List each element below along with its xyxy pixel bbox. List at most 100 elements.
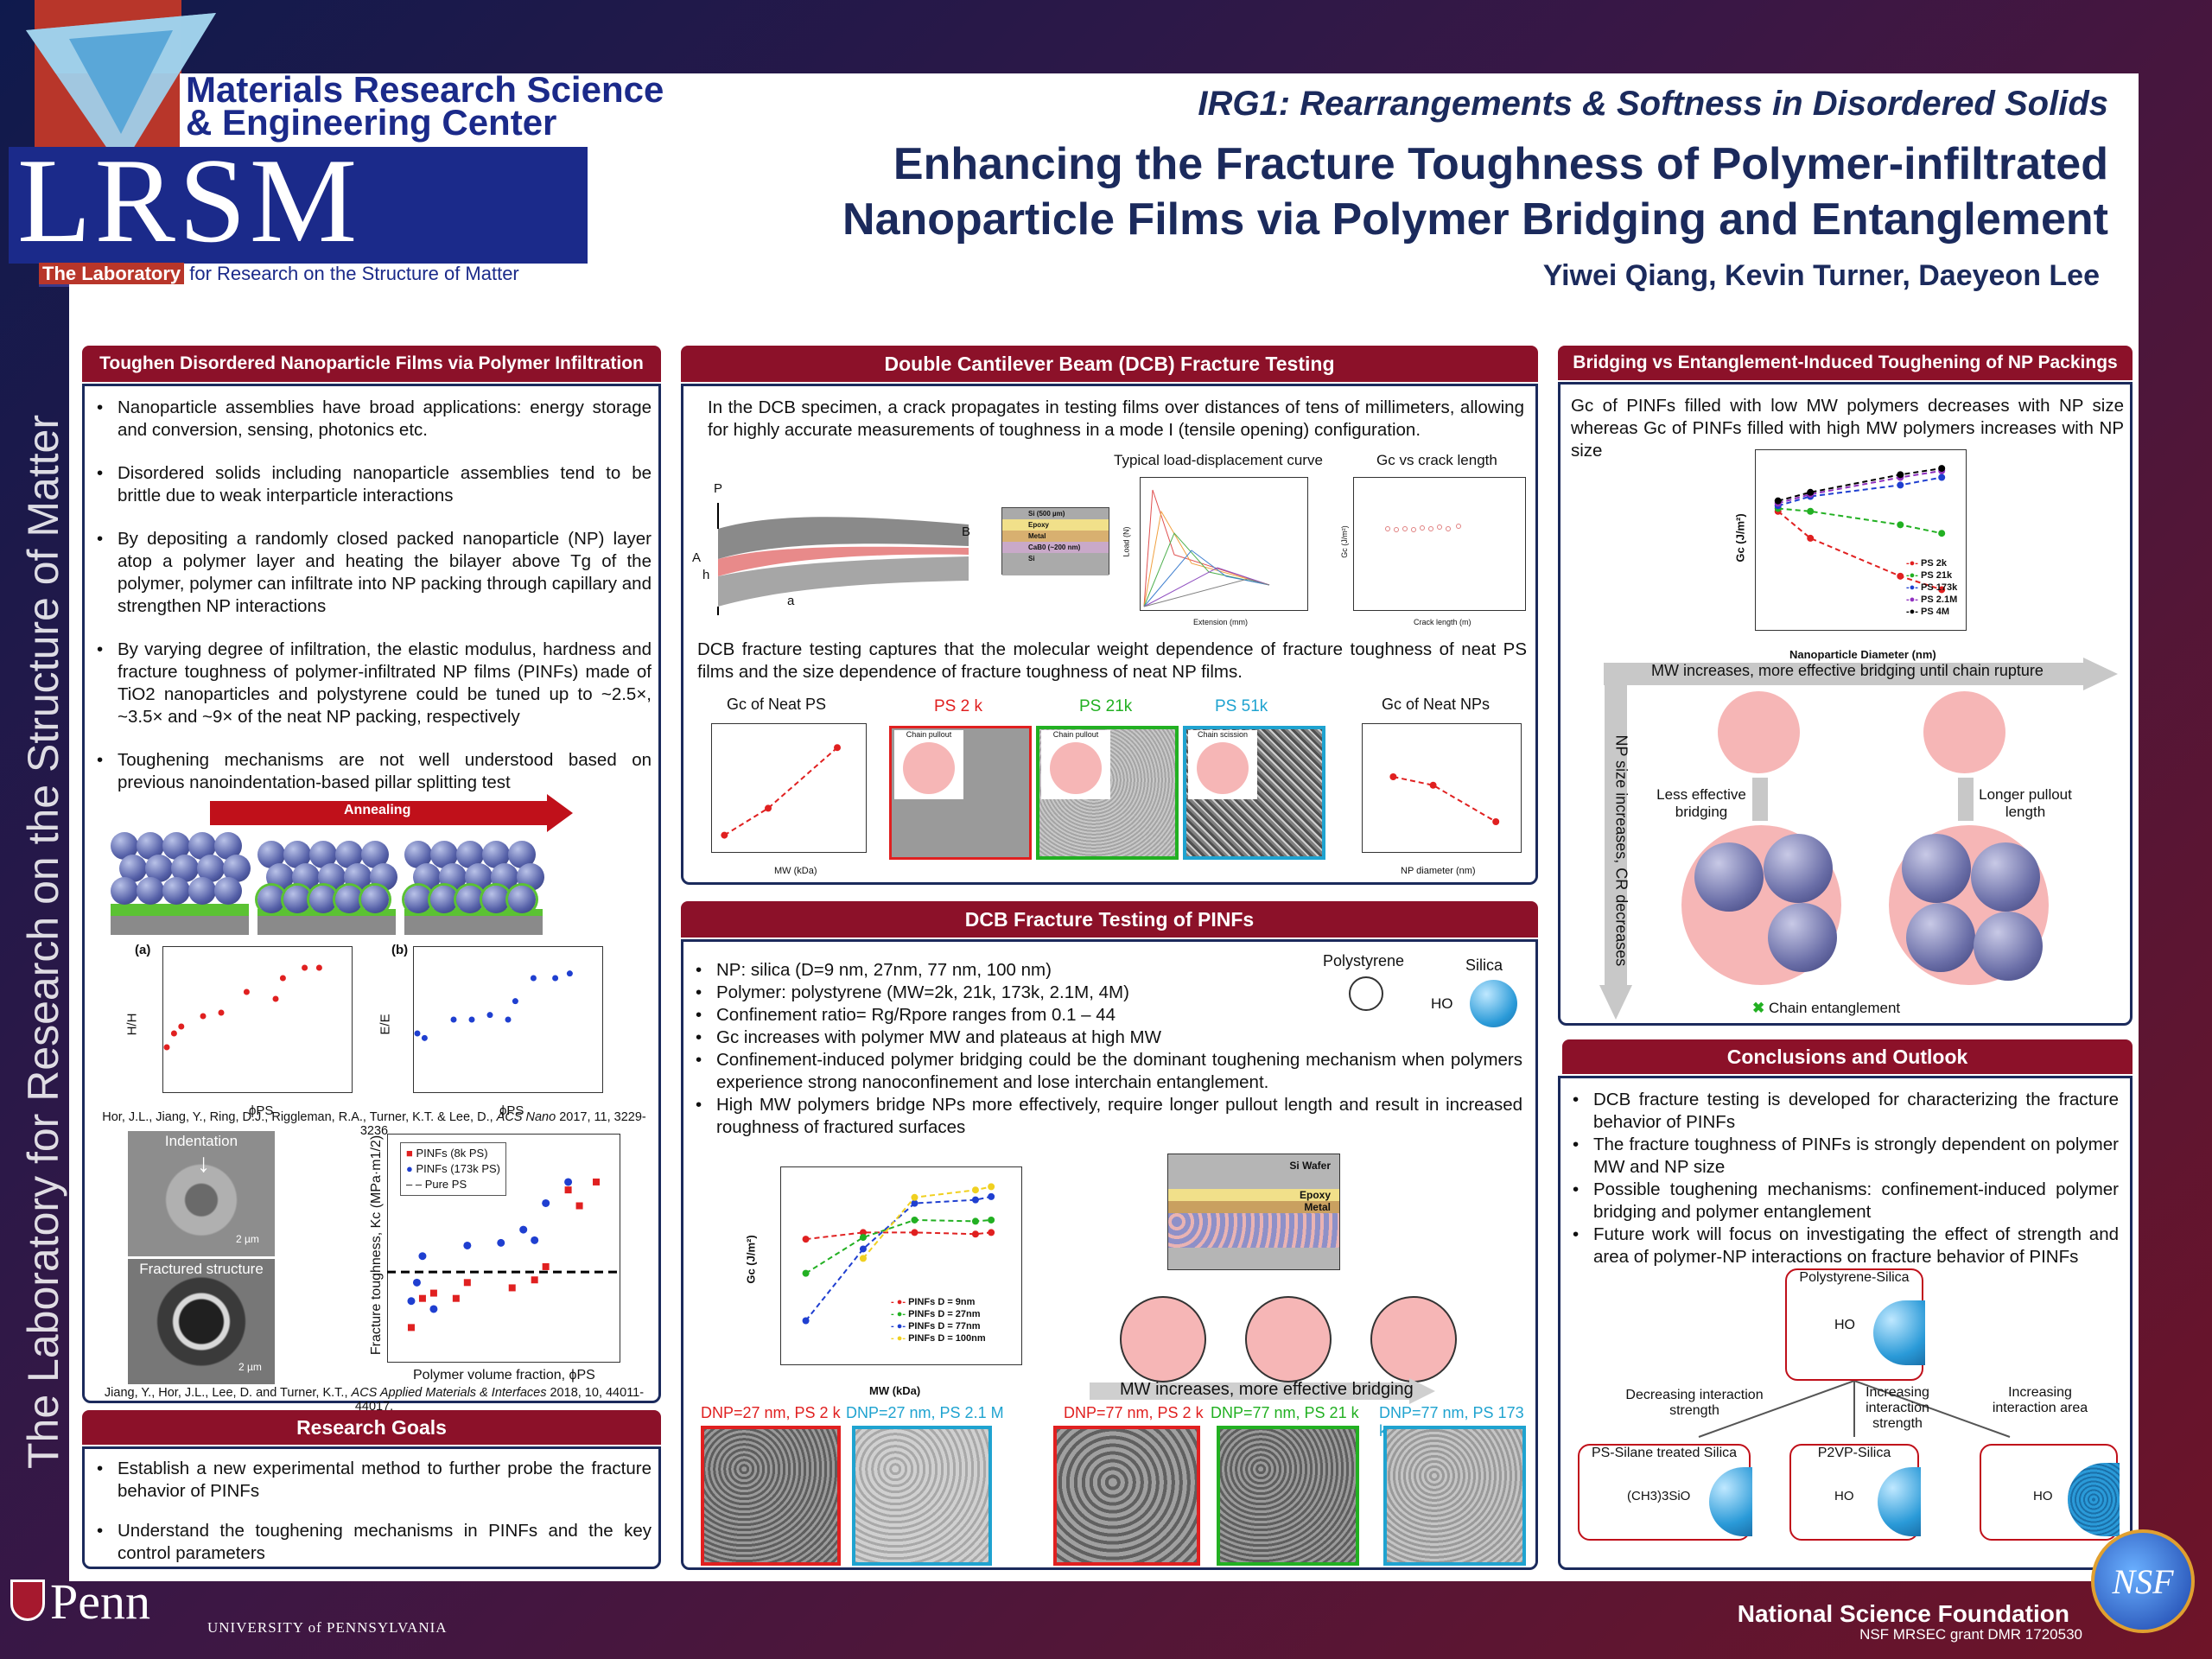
sem-label-1: DNP=27 nm, PS 2 k	[701, 1404, 841, 1421]
nsf-label: National Science Foundation	[1737, 1600, 2069, 1627]
np-ball	[1694, 842, 1764, 912]
bridging-circle-2	[1245, 1296, 1332, 1382]
polymer-layer	[111, 904, 249, 916]
np-legend-item-label: PS 2.1M	[1921, 594, 1958, 605]
nanoparticle	[430, 886, 458, 913]
np-ball	[1768, 903, 1837, 972]
ps-silica-label: Polystyrene-Silica	[1799, 1270, 1910, 1285]
nanoparticle	[214, 877, 242, 905]
nsf-logo-text: NSF	[2112, 1561, 2174, 1601]
np-size-xlabel: Nanoparticle Diameter (nm)	[1789, 648, 1936, 661]
np-series-2-line	[1777, 476, 1942, 507]
nanoparticle	[137, 877, 164, 905]
np-series-1-point	[1938, 530, 1946, 537]
citation-1-authors: Hor, J.L., Jiang, Y., Ring, D.J., Riggle…	[102, 1110, 497, 1124]
pullout-inset-1-particle	[903, 742, 955, 794]
fractured-image	[128, 1259, 275, 1384]
pinf-series-1-point	[802, 1269, 810, 1277]
kc-legend-item-label: PINFs (173k PS)	[416, 1162, 501, 1175]
kc-8k-point	[593, 1178, 601, 1185]
np-ball	[1974, 912, 2043, 981]
plot-a-point	[243, 988, 250, 995]
pinf-series-3-point	[859, 1255, 867, 1262]
plot-b-xlabel: ϕPS	[499, 1103, 524, 1118]
pinf-series-1-point	[988, 1216, 995, 1224]
sem-image-4	[1217, 1426, 1359, 1566]
pinf-gc-marks	[802, 1183, 995, 1325]
np-ball	[1971, 842, 2040, 912]
sem-label-3: DNP=77 nm, PS 2 k	[1064, 1404, 1204, 1421]
pinf-series-1-line	[805, 1218, 992, 1274]
mrsec-logo-overlay-icon	[26, 13, 216, 168]
left-bullet: Disordered solids including nanoparticle…	[90, 462, 652, 507]
kc-173k-point	[542, 1198, 550, 1207]
plot-a-point	[302, 964, 308, 971]
left-section-header: Toughen Disordered Nanoparticle Films vi…	[82, 346, 661, 382]
np-series-3-line	[1777, 469, 1942, 505]
gc-crack-points	[1385, 524, 1461, 532]
pinf-series-2-point	[802, 1317, 810, 1325]
nanoparticle	[404, 886, 432, 913]
plot-b-point	[486, 1012, 493, 1019]
small-cluster-left	[1718, 691, 1800, 773]
kc-xlabel: Polymer volume fraction, ϕPS	[413, 1368, 595, 1382]
entanglement-cross-icon: ✖	[1752, 1000, 1765, 1016]
kc-173k-point	[407, 1297, 416, 1306]
pinf-legend-item: - ●- PINFs D = 100nm	[891, 1333, 986, 1344]
conclusion-item: Future work will focus on investigating …	[1566, 1224, 2119, 1268]
annealing-arrow	[210, 794, 573, 832]
citation-1-journal: ACS Nano	[496, 1110, 556, 1124]
np-series-4-line	[1777, 467, 1942, 502]
polystyrene-label: Polystyrene	[1323, 952, 1405, 969]
plot-b-point	[421, 1034, 428, 1041]
kc-173k-point	[531, 1236, 539, 1244]
silane-box: PS-Silane treated Silica (CH3)3SiO	[1578, 1444, 1752, 1541]
pinf-series-2-point	[971, 1196, 979, 1204]
pinf-panel: NP: silica (D=9 nm, 27nm, 77 nm, 100 nm)…	[681, 939, 1538, 1570]
pinf-gc-legend: - ●- PINFs D = 9nm - ●- PINFs D = 27nm -…	[891, 1296, 986, 1344]
penn-wordmark: Penn	[50, 1573, 150, 1630]
np-legend-item: -●- PS 2.1M	[1906, 594, 1958, 605]
pullout-inset-2-particle	[1050, 742, 1102, 794]
dim-label-B: B	[962, 524, 971, 539]
neat-ps-line	[723, 747, 838, 836]
np-ball	[1906, 903, 1975, 972]
pinf-bullet: Gc increases with polymer MW and plateau…	[689, 1027, 1242, 1049]
indentation-label: Indentation	[164, 1133, 238, 1149]
conclusion-item: DCB fracture testing is developed for ch…	[1566, 1089, 2119, 1134]
np-series-4-point	[1897, 471, 1904, 479]
center-name-overlay-line1: Materials Research Science	[186, 69, 664, 110]
dcb-intro: In the DCB specimen, a crack propagates …	[708, 397, 1524, 440]
pinf-series-3-point	[988, 1183, 995, 1191]
dim-label-a: a	[787, 594, 795, 608]
substrate	[257, 916, 396, 935]
kc-legend-item: – – Pure PS	[406, 1178, 467, 1191]
nsf-grant: NSF MRSEC grant DMR 1720530	[1859, 1626, 2082, 1643]
pinf-legend-item-label: PINFs D = 100nm	[908, 1333, 986, 1344]
nanoparticle	[257, 886, 285, 913]
layer-metal: Metal	[1002, 531, 1109, 542]
kc-plot-marks	[387, 1178, 620, 1332]
silica-label: Silica	[1465, 957, 1503, 974]
increasing-label: Increasing interaction strength	[1866, 1385, 1929, 1431]
np-series-1-point	[1807, 507, 1815, 515]
kc-ylabel: Fracture toughness, Kc (MPa·m1/2)	[369, 1135, 384, 1356]
bridging-circle-3	[1370, 1296, 1457, 1382]
kc-173k-point	[429, 1305, 438, 1313]
kc-legend-item: ■ PINFs (8k PS)	[406, 1147, 488, 1160]
kc-8k-point	[407, 1324, 415, 1332]
plot-a-point	[272, 995, 279, 1002]
pinf-series-2-point	[859, 1245, 867, 1253]
indentation-image	[128, 1131, 275, 1256]
pinf-legend-item: - ●- PINFs D = 9nm	[891, 1297, 976, 1307]
np-stack-3	[404, 836, 544, 935]
np-series-4-point	[1774, 497, 1782, 505]
gc-crack-xlabel: Crack length (m)	[1414, 618, 1471, 626]
sem-label-4: DNP=77 nm, PS 21 k	[1211, 1404, 1359, 1421]
metal-layer: Metal	[1168, 1201, 1339, 1213]
neat-ps-plot	[711, 723, 867, 853]
neat-ps-point	[834, 744, 841, 752]
logo-tagline-overlay: The Laboratory for Research on the Struc…	[39, 263, 519, 285]
neat-ps-point	[721, 831, 728, 839]
neat-np-xlabel: NP diameter (nm)	[1401, 866, 1476, 876]
